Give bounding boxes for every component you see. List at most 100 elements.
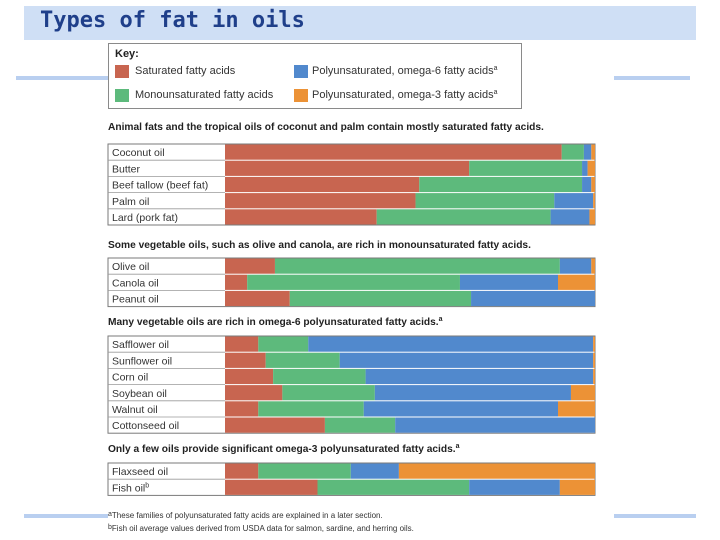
group-heading-3: Many vegetable oils are rich in omega-6 … bbox=[108, 316, 443, 328]
row-label-peanut-oil: Peanut oil bbox=[112, 294, 159, 306]
bar-walnut-oil-monounsaturated bbox=[258, 401, 364, 417]
legend-swatch-saturated bbox=[115, 65, 129, 78]
bar-walnut-oil-saturated bbox=[225, 401, 259, 417]
bar-beef-tallow-beef-fat-omega6 bbox=[582, 176, 592, 193]
page-title: Types of fat in oils bbox=[40, 8, 305, 33]
bar-fish-oil-omega6 bbox=[469, 479, 560, 495]
bar-fish-oil-saturated bbox=[225, 479, 318, 495]
bar-lard-pork-fat-saturated bbox=[225, 209, 377, 225]
bar-sunflower-oil-monounsaturated bbox=[265, 352, 340, 368]
legend-title: Key: bbox=[115, 48, 139, 60]
bar-safflower-oil-omega6 bbox=[308, 336, 594, 352]
group-heading-2: Some vegetable oils, such as olive and c… bbox=[108, 240, 531, 251]
decorative-line-right-bottom bbox=[614, 514, 696, 518]
group-heading-4-sup: a bbox=[456, 443, 460, 450]
bar-coconut-oil-saturated bbox=[225, 144, 562, 160]
legend-label-saturated: Saturated fatty acids bbox=[135, 65, 236, 77]
decorative-line-right-top bbox=[614, 76, 690, 80]
bar-butter-saturated bbox=[225, 160, 470, 176]
legend-swatch-omega3 bbox=[294, 89, 308, 102]
bar-coconut-oil-omega6 bbox=[583, 144, 592, 160]
bar-lard-pork-fat-monounsaturated bbox=[376, 209, 551, 225]
row-label-coconut-oil: Coconut oil bbox=[112, 147, 165, 159]
footnote-a-marker: a bbox=[108, 511, 112, 518]
bar-coconut-oil-monounsaturated bbox=[561, 144, 584, 160]
legend-label-omega6-sup: a bbox=[493, 65, 498, 72]
row-label-butter: Butter bbox=[112, 163, 141, 175]
bar-safflower-oil-saturated bbox=[225, 336, 259, 352]
bar-lard-pork-fat-omega6 bbox=[550, 209, 590, 225]
bar-palm-oil-omega3 bbox=[593, 193, 595, 209]
bar-canola-oil-omega3 bbox=[558, 274, 595, 290]
row-label-olive-oil: Olive oil bbox=[112, 261, 149, 273]
bar-beef-tallow-beef-fat-omega3 bbox=[591, 176, 595, 193]
bar-palm-oil-saturated bbox=[225, 193, 416, 209]
title-bar: Types of fat in oils bbox=[24, 6, 696, 40]
row-label-lard-pork-fat: Lard (pork fat) bbox=[112, 212, 178, 224]
legend: Key: Saturated fatty acids Polyunsaturat… bbox=[108, 43, 522, 109]
row-label-beef-tallow-beef-fat: Beef tallow (beef fat) bbox=[112, 180, 208, 192]
bar-flaxseed-oil-omega3 bbox=[398, 463, 595, 479]
group-heading-3-sup: a bbox=[439, 316, 443, 323]
row-label-flaxseed-oil: Flaxseed oil bbox=[112, 466, 168, 478]
bar-beef-tallow-beef-fat-monounsaturated bbox=[419, 176, 583, 193]
bar-sunflower-oil-saturated bbox=[225, 352, 266, 368]
row-label-safflower-oil: Safflower oil bbox=[112, 339, 169, 351]
bar-flaxseed-oil-omega6 bbox=[350, 463, 399, 479]
bar-canola-oil-saturated bbox=[225, 274, 248, 290]
bar-safflower-oil-omega3 bbox=[593, 336, 595, 352]
bar-soybean-oil-monounsaturated bbox=[282, 385, 375, 401]
bar-corn-oil-omega6 bbox=[365, 368, 594, 385]
bar-butter-monounsaturated bbox=[469, 160, 583, 176]
bar-palm-oil-omega6 bbox=[554, 193, 594, 209]
legend-label-omega3: Polyunsaturated, omega-3 fatty acids bbox=[312, 89, 494, 101]
bar-walnut-oil-omega3 bbox=[558, 401, 595, 417]
bar-cottonseed-oil-monounsaturated bbox=[324, 417, 396, 433]
row-label-walnut-oil: Walnut oil bbox=[112, 404, 158, 416]
bar-flaxseed-oil-saturated bbox=[225, 463, 259, 479]
bar-butter-omega6 bbox=[582, 160, 588, 176]
bar-walnut-oil-omega6 bbox=[363, 401, 558, 417]
legend-swatch-monounsaturated bbox=[115, 89, 129, 102]
bar-flaxseed-oil-monounsaturated bbox=[258, 463, 351, 479]
bar-canola-oil-monounsaturated bbox=[247, 274, 460, 290]
bar-sunflower-oil-omega6 bbox=[339, 352, 594, 368]
bar-soybean-oil-saturated bbox=[225, 385, 283, 401]
footnote-b-text: Fish oil average values derived from USD… bbox=[111, 524, 414, 533]
bar-corn-oil-saturated bbox=[225, 368, 274, 385]
row-label-soybean-oil: Soybean oil bbox=[112, 388, 167, 400]
bar-olive-oil-monounsaturated bbox=[274, 258, 560, 274]
row-label-canola-oil: Canola oil bbox=[112, 277, 159, 289]
row-label-cottonseed-oil: Cottonseed oil bbox=[112, 420, 179, 432]
row-label-sunflower-oil: Sunflower oil bbox=[112, 355, 172, 367]
bar-beef-tallow-beef-fat-saturated bbox=[225, 176, 420, 193]
bar-peanut-oil-saturated bbox=[225, 290, 290, 307]
footnote-b-marker: b bbox=[108, 524, 112, 531]
bar-olive-oil-omega6 bbox=[559, 258, 592, 274]
bar-corn-oil-omega3 bbox=[593, 368, 595, 385]
bar-coconut-oil-omega3 bbox=[591, 144, 595, 160]
bar-olive-oil-omega3 bbox=[591, 258, 595, 274]
row-label-fish-oil: Fish oilb bbox=[112, 482, 149, 494]
bar-cottonseed-oil-omega6 bbox=[395, 417, 595, 433]
bar-safflower-oil-monounsaturated bbox=[258, 336, 309, 352]
bar-fish-oil-omega3 bbox=[559, 479, 595, 495]
legend-swatch-omega6 bbox=[294, 65, 308, 78]
bar-lard-pork-fat-omega3 bbox=[589, 209, 595, 225]
legend-label-monounsaturated: Monounsaturated fatty acids bbox=[135, 89, 274, 101]
bar-corn-oil-monounsaturated bbox=[273, 368, 366, 385]
bar-olive-oil-saturated bbox=[225, 258, 275, 274]
bar-soybean-oil-omega3 bbox=[570, 385, 595, 401]
bar-cottonseed-oil-saturated bbox=[225, 417, 325, 433]
bar-peanut-oil-omega6 bbox=[471, 290, 595, 307]
bar-peanut-oil-monounsaturated bbox=[289, 290, 472, 307]
footnote-a-text: These families of polyunsaturated fatty … bbox=[111, 511, 383, 520]
row-label-fish-oil-sup: b bbox=[145, 482, 149, 489]
footnote-a: aThese families of polyunsaturated fatty… bbox=[108, 511, 383, 520]
legend-label-omega6: Polyunsaturated, omega-6 fatty acids bbox=[312, 65, 494, 77]
bar-soybean-oil-omega6 bbox=[374, 385, 571, 401]
group-heading-1: Animal fats and the tropical oils of coc… bbox=[108, 122, 544, 133]
decorative-line-left-top bbox=[16, 76, 108, 80]
group-heading-4: Only a few oils provide significant omeg… bbox=[108, 443, 460, 455]
